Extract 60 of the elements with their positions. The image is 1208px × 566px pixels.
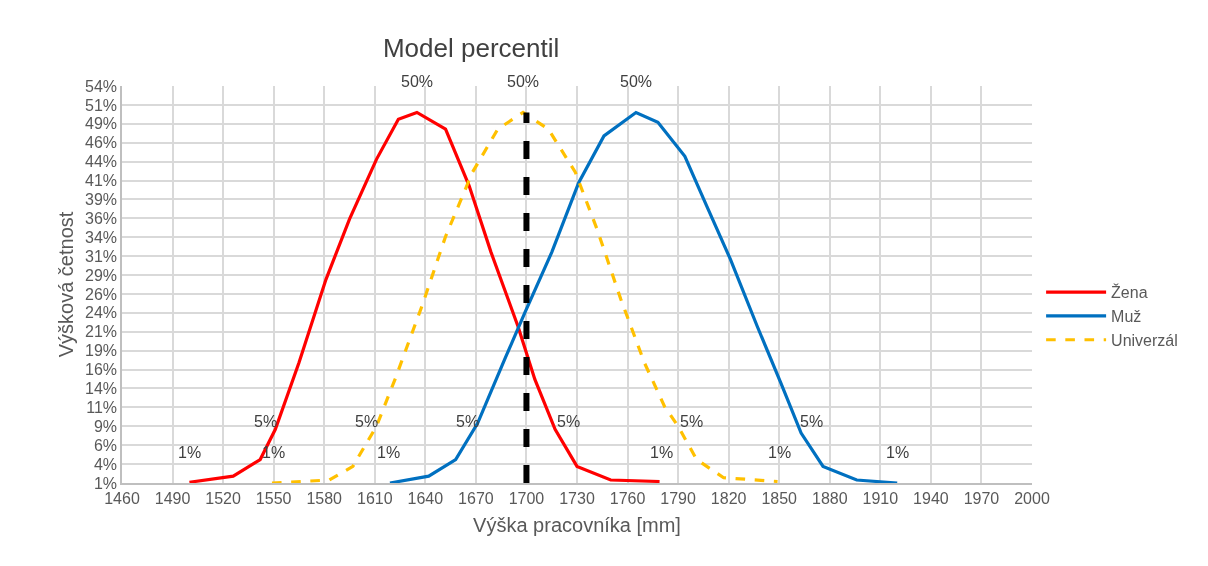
y-tick-label: 9% [93, 417, 118, 435]
x-tick-label: 1820 [710, 489, 747, 507]
legend-label: Muž [1111, 308, 1142, 326]
y-tick-label: 41% [85, 172, 118, 190]
legend-label: Univerzál [1111, 332, 1178, 349]
x-tick-label: 1640 [407, 489, 444, 507]
annotation: 1% [178, 444, 202, 461]
y-tick-label: 1% [93, 474, 118, 492]
x-tick-label: 2000 [1014, 489, 1050, 507]
y-tick-label: 24% [85, 304, 118, 322]
y-tick-label: 36% [85, 209, 118, 227]
x-axis-title: Výška pracovníka [mm] [473, 513, 681, 536]
annotation: 50% [620, 73, 653, 90]
y-tick-label: 34% [85, 228, 118, 246]
y-tick-label: 54% [85, 77, 118, 95]
chart-title: Model percentil [382, 33, 560, 64]
y-tick-label: 31% [85, 247, 118, 265]
y-tick-label: 19% [85, 342, 118, 360]
x-tick-label: 1940 [913, 489, 949, 507]
y-tick-label: 21% [85, 323, 118, 341]
y-tick-label: 46% [85, 134, 118, 152]
y-axis-title: Výšková četnost [55, 211, 78, 358]
x-tick-label: 1460 [104, 489, 140, 507]
x-tick-label: 1670 [458, 489, 494, 507]
y-tick-label: 44% [85, 153, 118, 171]
annotation: 1% [886, 444, 910, 461]
x-tick-label: 1520 [205, 489, 242, 507]
annotation: 5% [254, 413, 278, 430]
x-tick-label: 1700 [508, 489, 545, 507]
legend-label: Žena [1111, 283, 1148, 302]
annotation: 1% [650, 444, 674, 461]
x-tick-label: 1610 [356, 489, 393, 507]
annotation: 5% [355, 413, 379, 430]
y-tick-label: 6% [93, 436, 118, 454]
annotation: 50% [401, 73, 434, 90]
y-tick-label: 51% [85, 96, 118, 114]
x-tick-label: 1490 [154, 489, 191, 507]
annotation: 5% [800, 413, 824, 430]
x-tick-label: 1760 [609, 489, 646, 507]
x-tick-label: 1880 [811, 489, 848, 507]
y-tick-label: 39% [85, 191, 118, 209]
x-tick-label: 1850 [761, 489, 798, 507]
x-tick-label: 1790 [660, 489, 697, 507]
annotation: 1% [768, 444, 792, 461]
annotation: 5% [680, 413, 704, 430]
annotation: 1% [377, 444, 401, 461]
x-tick-label: 1550 [255, 489, 292, 507]
y-tick-label: 29% [85, 266, 118, 284]
y-tick-label: 49% [85, 115, 118, 133]
annotation: 50% [507, 73, 540, 90]
x-tick-label: 1970 [963, 489, 1000, 507]
y-tick-label: 11% [86, 398, 118, 416]
x-tick-label: 1910 [862, 489, 899, 507]
y-tick-label: 16% [85, 361, 118, 379]
y-tick-label: 4% [93, 455, 118, 473]
y-tick-label: 14% [85, 380, 118, 398]
x-tick-label: 1730 [559, 489, 595, 507]
annotation: 5% [557, 413, 581, 430]
y-tick-label: 26% [85, 285, 118, 303]
x-tick-label: 1580 [306, 489, 343, 507]
